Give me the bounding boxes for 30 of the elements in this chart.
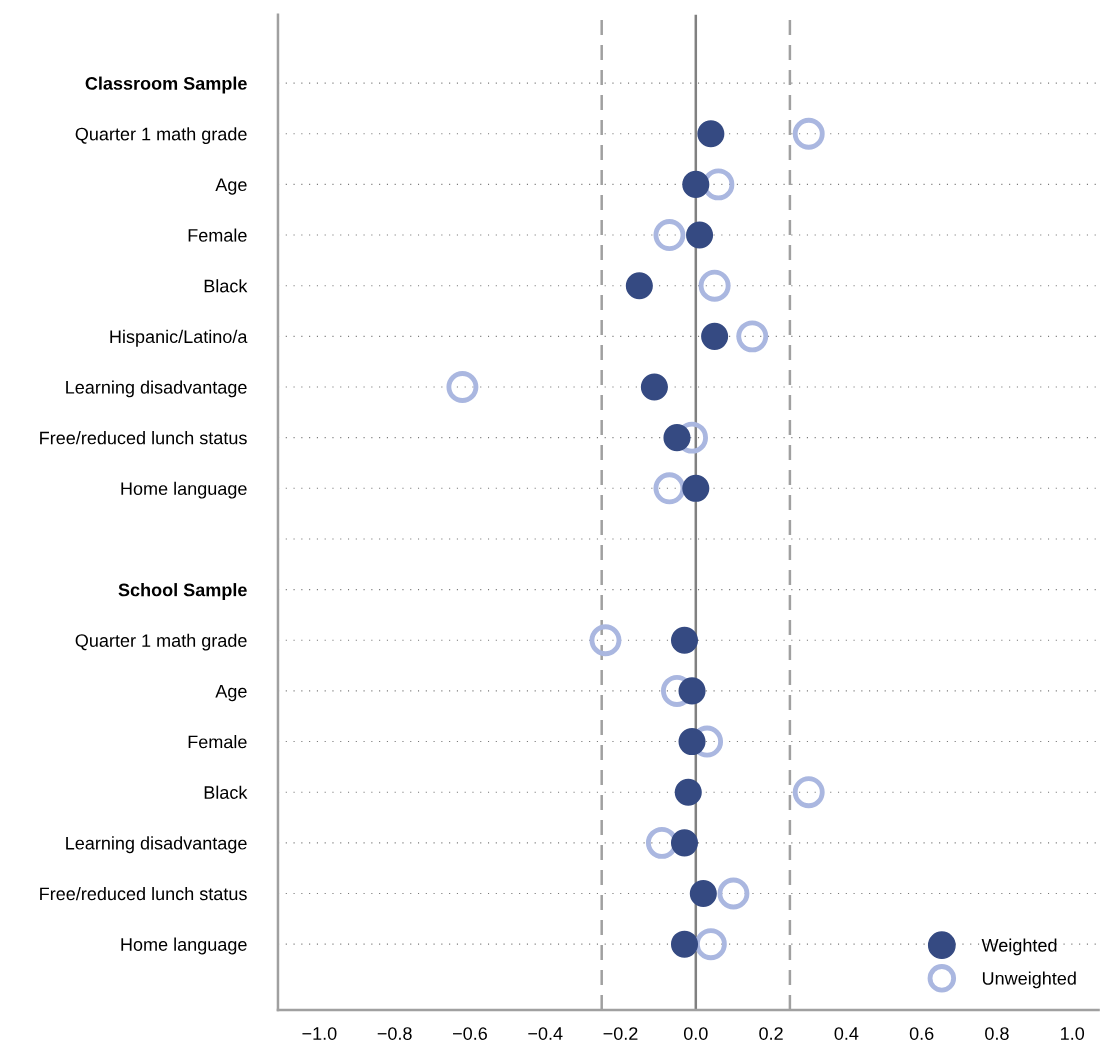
y-tick-label: Black: [204, 279, 248, 293]
x-tick-label: −0.6: [453, 1027, 487, 1040]
y-tick-label: Learning disadvantage: [66, 836, 247, 854]
x-tick-label: −0.2: [603, 1027, 638, 1040]
x-tick-label: 0.0: [683, 1027, 708, 1040]
x-tick-label: 0.2: [759, 1027, 783, 1040]
x-tick-label: 0.8: [985, 1027, 1009, 1040]
y-tick-label: Free/reduced lunch status: [40, 886, 247, 901]
y-tick-label: Black: [204, 785, 248, 799]
y-tick-label: Classroom Sample: [85, 76, 247, 94]
y-tick-label: Female: [188, 735, 247, 749]
y-tick-label: Free/reduced lunch status: [40, 431, 247, 445]
y-tick-label: Home language: [121, 481, 247, 499]
x-tick-label: 0.4: [834, 1027, 859, 1040]
y-tick-label: Home language: [121, 937, 247, 955]
y-tick-label: Quarter 1 math grade: [75, 633, 247, 651]
y-tick-label: Female: [188, 228, 247, 242]
x-tick-label: 0.6: [909, 1027, 934, 1040]
y-tick-label: Hispanic/Latino/a: [110, 329, 248, 347]
y-tick-label: Learning disadvantage: [66, 380, 247, 398]
x-tick-label: 1.0: [1061, 1027, 1085, 1040]
x-tick-label: −1.0: [302, 1027, 337, 1040]
x-tick-label: −0.4: [528, 1027, 563, 1040]
y-tick-label: School Sample: [118, 583, 247, 600]
y-tick-label: Quarter 1 math grade: [75, 127, 247, 145]
y-tick-label: Age: [215, 178, 247, 195]
legend-label: Unweighted: [982, 971, 1076, 989]
legend-label: Weighted: [981, 938, 1057, 956]
y-tick-label: Age: [215, 685, 247, 702]
x-tick-label: −0.8: [377, 1027, 412, 1040]
